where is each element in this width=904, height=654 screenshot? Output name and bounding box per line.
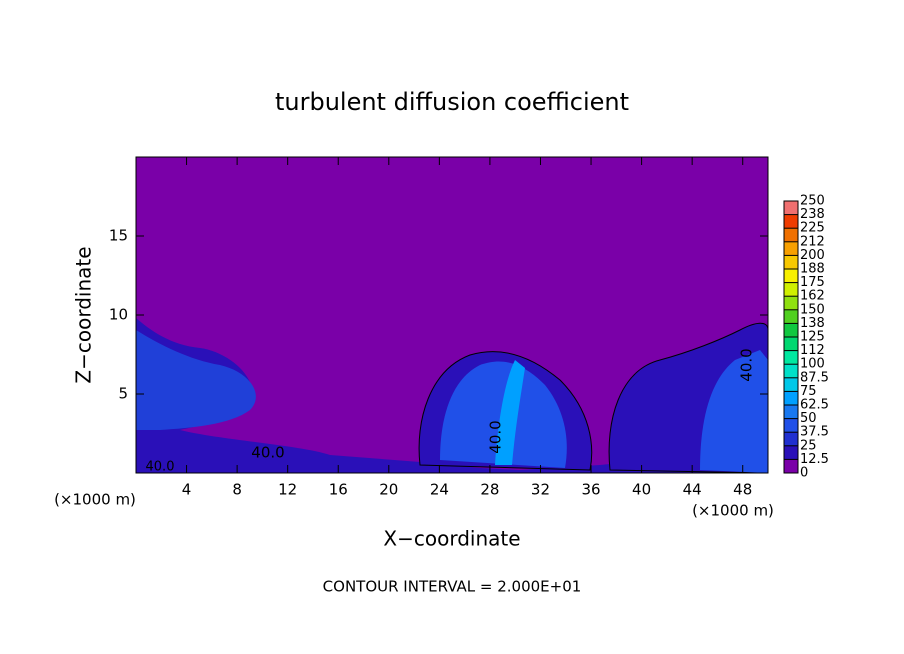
colorbar-label: 200 xyxy=(800,248,825,263)
colorbar-segment xyxy=(784,337,798,351)
colorbar-label: 100 xyxy=(800,357,825,372)
colorbar-label: 50 xyxy=(800,411,817,426)
colorbar-label: 112 xyxy=(800,343,825,358)
colorbar-segment xyxy=(784,459,798,473)
colorbar-label: 0 xyxy=(800,466,808,481)
x-tick-label: 48 xyxy=(733,481,752,499)
chart-title: turbulent diffusion coefficient xyxy=(275,88,629,116)
y-tick-label: 15 xyxy=(109,227,128,245)
colorbar-label: 62.5 xyxy=(800,398,829,413)
x-tick-label: 40 xyxy=(632,481,651,499)
colorbar-segment xyxy=(784,377,798,392)
x-tick-label: 28 xyxy=(480,481,499,499)
x-tick-label: 44 xyxy=(683,481,702,499)
colorbar-segment xyxy=(784,201,798,215)
colorbar-segment xyxy=(784,309,798,324)
colorbar-label: 25 xyxy=(800,438,817,453)
colorbar-segment xyxy=(784,405,798,419)
x-tick-label: 32 xyxy=(531,481,550,499)
colorbar-label: 162 xyxy=(800,289,825,304)
footer-note: CONTOUR INTERVAL = 2.000E+01 xyxy=(323,578,582,596)
colorbar-label: 37.5 xyxy=(800,425,829,440)
colorbar-segment xyxy=(784,282,798,297)
y-axis-title: Z−coordinate xyxy=(72,246,96,383)
colorbar-label: 75 xyxy=(800,384,817,399)
field-shape xyxy=(136,330,256,430)
colorbar-segment xyxy=(784,269,798,283)
x-axis-title: X−coordinate xyxy=(383,527,520,551)
x-unit: (×1000 m) xyxy=(54,491,136,509)
contour-label: 40.0 xyxy=(146,460,175,475)
colorbar-segment xyxy=(784,432,798,446)
field-shape xyxy=(495,360,525,465)
contour-label: 40.0 xyxy=(738,348,756,381)
x-unit: (×1000 m) xyxy=(692,502,774,520)
x-tick-label: 12 xyxy=(278,481,297,499)
x-tick-label: 16 xyxy=(329,481,348,499)
colorbar-segment xyxy=(784,418,798,433)
colorbar-label: 250 xyxy=(800,194,825,209)
colorbar-segment xyxy=(784,241,798,256)
field-shape xyxy=(700,350,768,473)
colorbar-label: 225 xyxy=(800,221,825,236)
colorbar-label: 212 xyxy=(800,234,825,249)
colorbar-segment xyxy=(784,323,798,337)
x-tick-label: 4 xyxy=(182,481,192,499)
colorbar-segment xyxy=(784,391,798,405)
colorbar-label: 125 xyxy=(800,330,825,345)
colorbar-label: 138 xyxy=(800,316,825,331)
contour-field xyxy=(136,157,768,473)
x-tick-label: 36 xyxy=(581,481,600,499)
contour-label: 40.0 xyxy=(251,444,284,462)
colorbar-label: 238 xyxy=(800,207,825,222)
colorbar-label: 188 xyxy=(800,262,825,277)
colorbar-label: 150 xyxy=(800,302,825,317)
x-tick-label: 8 xyxy=(232,481,242,499)
colorbar-label: 175 xyxy=(800,275,825,290)
colorbar-label: 87.5 xyxy=(800,370,829,385)
x-tick-label: 20 xyxy=(379,481,398,499)
colorbar-segment xyxy=(784,445,798,460)
x-tick-label: 24 xyxy=(430,481,449,499)
contour-label: 40.0 xyxy=(487,420,505,453)
y-tick-label: 5 xyxy=(118,385,128,403)
colorbar-segment xyxy=(784,228,798,242)
colorbar-label: 12.5 xyxy=(800,452,829,467)
colorbar-segment xyxy=(784,350,798,365)
colorbar-segment xyxy=(784,214,798,229)
colorbar-segment xyxy=(784,296,798,310)
colorbar-segment xyxy=(784,255,798,269)
y-tick-label: 10 xyxy=(109,306,128,324)
colorbar-segment xyxy=(784,364,798,378)
